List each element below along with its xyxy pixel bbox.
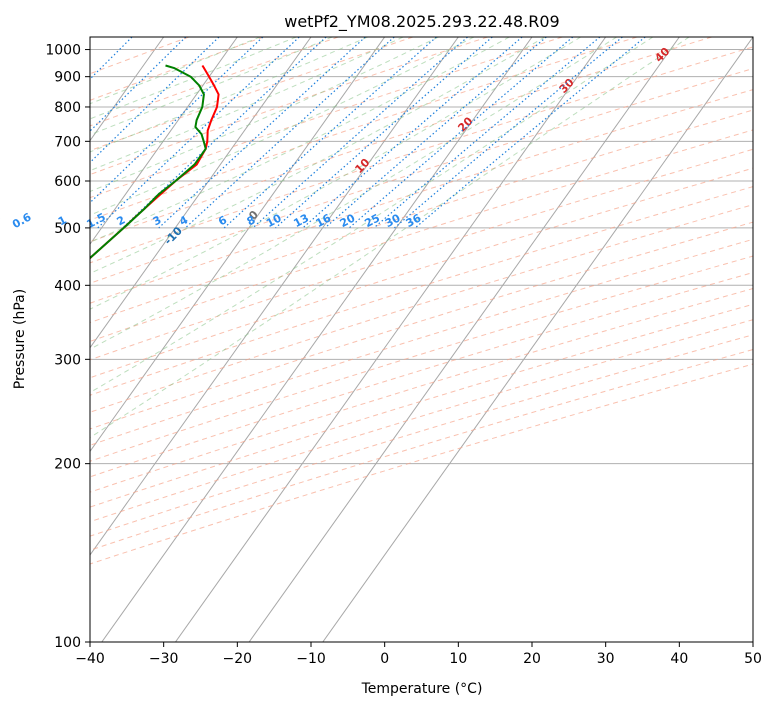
y-tick-label: 600 [54, 174, 81, 190]
x-tick-label: −20 [223, 651, 253, 667]
moist-adiabat-line [90, 37, 546, 274]
mixing-ratio-label: 0.4 [0, 210, 3, 231]
y-tick-label: 300 [54, 352, 81, 368]
y-tick-label: 800 [54, 100, 81, 116]
x-tick-label: −30 [149, 651, 179, 667]
y-tick-label: 100 [54, 635, 81, 651]
isotherm-line [90, 37, 312, 349]
mixing-ratio-line [90, 37, 264, 204]
mixing-ratio-label: 30 [383, 211, 403, 230]
dry-adiabat-line [90, 37, 638, 221]
mixing-ratio-line [324, 37, 547, 229]
mixing-ratio-label: 10 [264, 211, 284, 230]
x-tick-label: 10 [449, 651, 467, 667]
mixing-ratio-line [90, 37, 220, 164]
mixing-ratio-label: 13 [291, 211, 311, 230]
x-axis-label: Temperature (°C) [361, 681, 483, 697]
dry-adiabat-line [90, 238, 753, 446]
x-tick-label: 50 [744, 651, 762, 667]
x-tick-label: 20 [523, 651, 541, 667]
isotherm-line [248, 37, 680, 642]
x-tick-label: −10 [296, 651, 326, 667]
isotherm-line [322, 37, 753, 642]
y-axis-label: Pressure (hPa) [12, 289, 28, 389]
moist-adiabat-line [90, 37, 510, 243]
isotherm-line [90, 37, 459, 556]
moist-adiabat-line [90, 37, 690, 439]
isotherm-line [90, 37, 238, 246]
dry-adiabat-line [90, 109, 753, 324]
dry-adiabat-line [90, 37, 414, 152]
background-lines [90, 37, 753, 642]
dry-adiabat-line [90, 46, 753, 264]
mixing-ratio-line [122, 37, 327, 229]
y-tick-label: 400 [54, 278, 81, 294]
dry-adiabat-line [90, 186, 753, 396]
moist-adiabat-line [90, 37, 582, 310]
chart-title: wetPf2_YM08.2025.293.22.48.R09 [284, 12, 559, 32]
dry-adiabat-line [90, 363, 753, 565]
dry-adiabat-line [90, 272, 753, 478]
mixing-ratio-line [184, 37, 395, 229]
isotherm-line [101, 37, 533, 642]
mixing-ratio-line [302, 37, 523, 229]
plot-frame [89, 36, 754, 643]
dry-adiabat-line [90, 319, 753, 523]
y-tick-label: 700 [54, 134, 81, 150]
mixing-ratio-line [348, 37, 574, 229]
x-axis: −40 −30 −20 −10 0 10 20 30 40 50 [75, 642, 762, 667]
mixing-ratio-line [90, 37, 133, 80]
dry-adiabat-line [90, 221, 753, 430]
mixing-ratio-line [394, 37, 623, 229]
y-tick-label: 900 [54, 70, 81, 86]
moist-adiabat-line [90, 37, 333, 136]
isotherm-line [175, 37, 607, 642]
x-tick-label: −40 [75, 651, 105, 667]
dry-adiabat-line [90, 37, 712, 243]
mixing-ratio-line [373, 37, 601, 229]
mixing-ratio-label: 20 [338, 211, 358, 230]
mixing-ratio-label: 16 [314, 211, 334, 230]
y-tick-label: 200 [54, 457, 81, 473]
x-tick-label: 40 [670, 651, 688, 667]
series-layer [90, 64, 220, 260]
dry-adiabat-line [90, 129, 753, 342]
series-line-temperature [90, 64, 220, 260]
isotherm-line [90, 37, 165, 142]
series-line-dewpoint [90, 64, 207, 260]
isotherm-line [90, 37, 386, 453]
y-tick-label: 500 [54, 221, 81, 237]
x-tick-label: 0 [380, 651, 389, 667]
mixing-ratio-label: 36 [404, 211, 424, 230]
mixing-ratio-label: 25 [362, 211, 382, 230]
mixing-ratio-line [223, 37, 437, 229]
mixing-ratio-line [414, 37, 646, 229]
moist-adiabat-line [90, 37, 475, 216]
y-axis: 1000 900 800 700 600 500 400 300 200 100 [45, 43, 90, 651]
x-tick-label: 30 [597, 651, 615, 667]
y-tick-label: 1000 [45, 43, 81, 59]
moist-adiabat-line [90, 37, 404, 172]
dry-adiabat-line [90, 37, 563, 199]
